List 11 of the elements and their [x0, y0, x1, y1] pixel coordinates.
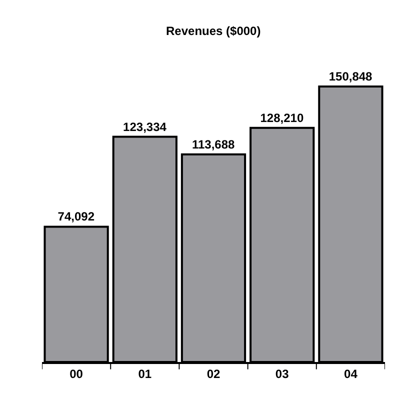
data-label: 74,092	[58, 210, 95, 224]
data-label: 113,688	[192, 137, 236, 152]
x-tick-label: 00	[70, 367, 84, 382]
x-tick-label: 03	[275, 367, 290, 382]
x-tick-label: 04	[344, 367, 358, 382]
data-label: 150,848	[328, 70, 373, 84]
data-label: 128,210	[260, 110, 304, 125]
x-tick-label: 01	[138, 367, 152, 382]
x-tick-label: 02	[206, 367, 220, 382]
chart-title: Revenues ($000)	[166, 24, 261, 38]
data-label: 123,334	[123, 120, 167, 134]
